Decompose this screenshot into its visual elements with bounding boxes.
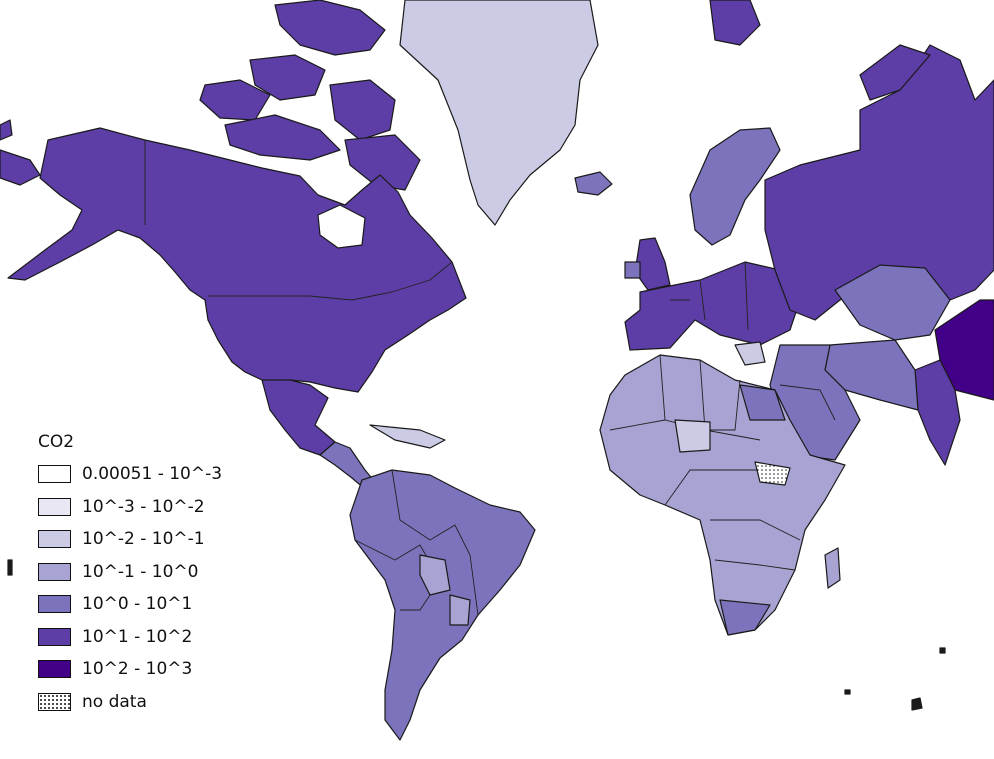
legend-title: CO2 xyxy=(38,432,75,452)
legend-label: 0.00051 - 10^-3 xyxy=(82,464,223,485)
legend-swatch xyxy=(38,562,71,581)
legend-row: 10^-3 - 10^-2 xyxy=(38,491,222,524)
legend-swatch xyxy=(38,465,71,484)
legend-swatch xyxy=(38,530,71,549)
legend-swatch xyxy=(38,595,71,614)
canada-usa xyxy=(7,127,467,393)
legend-swatch xyxy=(38,497,71,516)
legend-swatch xyxy=(38,692,71,711)
greenland xyxy=(399,0,599,226)
india xyxy=(914,359,961,466)
legend-swatch xyxy=(38,627,71,646)
legend-label: 10^2 - 10^3 xyxy=(82,659,193,680)
legend-row: 10^1 - 10^2 xyxy=(38,621,222,654)
legend-row: no data xyxy=(38,686,222,719)
africa xyxy=(599,354,846,636)
legend-row: 10^2 - 10^3 xyxy=(38,653,222,686)
legend-row: 10^-1 - 10^0 xyxy=(38,556,222,589)
legend-row: 0.00051 - 10^-3 xyxy=(38,458,222,491)
map-legend: CO2 0.00051 - 10^-3 10^-3 - 10^-2 10^-2 - … xyxy=(38,432,222,718)
legend-label: 10^-1 - 10^0 xyxy=(82,561,199,582)
north-america xyxy=(0,119,467,496)
legend-label: 10^0 - 10^1 xyxy=(82,594,193,615)
legend-label: 10^-3 - 10^-2 xyxy=(82,496,205,517)
small-islands xyxy=(7,559,946,711)
legend-row: 10^-2 - 10^-1 xyxy=(38,523,222,556)
legend-label: no data xyxy=(82,691,147,712)
no-data-region xyxy=(754,461,791,486)
legend-label: 10^-2 - 10^-1 xyxy=(82,529,205,550)
legend-row: 10^0 - 10^1 xyxy=(38,588,222,621)
legend-label: 10^1 - 10^2 xyxy=(82,626,193,647)
europe xyxy=(624,127,801,366)
russia-asia xyxy=(764,44,994,466)
south-america xyxy=(349,469,536,741)
mexico xyxy=(261,379,336,456)
arctic-islands xyxy=(199,0,761,191)
legend-swatch xyxy=(38,660,71,679)
